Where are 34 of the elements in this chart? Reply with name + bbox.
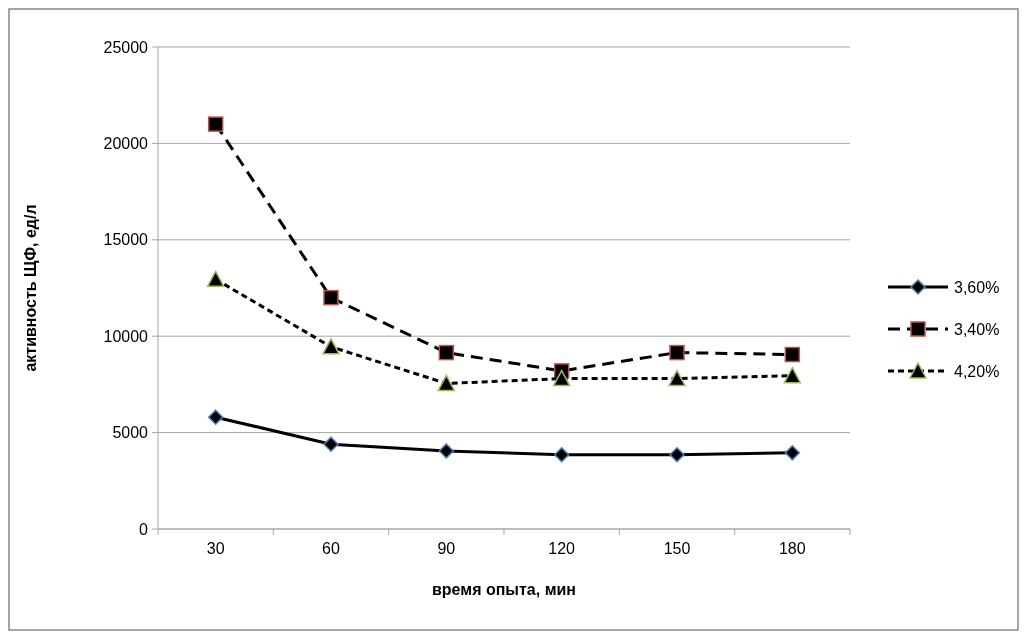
- y-tick-label: 25000: [103, 38, 149, 56]
- x-tick-label: 60: [322, 540, 340, 557]
- y-axis-title: активность ЩФ, ед/л: [22, 204, 39, 372]
- y-tick-label: 5000: [112, 424, 149, 442]
- point: [669, 447, 685, 463]
- x-tick-label: 120: [548, 540, 576, 557]
- point: [669, 344, 685, 361]
- point: [207, 116, 224, 132]
- y-tick-label: 15000: [103, 231, 149, 249]
- point: [552, 369, 571, 387]
- point: [784, 346, 801, 363]
- y-tick-label: 10000: [103, 327, 149, 345]
- point: [783, 366, 802, 384]
- x-tick-label: 90: [437, 540, 456, 557]
- point: [784, 445, 801, 461]
- x-tick-label: 150: [663, 540, 691, 557]
- point: [438, 344, 455, 361]
- legend-label: 3,40%: [954, 320, 1000, 338]
- x-tick-label: 30: [206, 540, 225, 557]
- point: [322, 338, 340, 355]
- y-tick-label: 20000: [103, 135, 149, 152]
- point: [207, 409, 224, 425]
- legend-label: 4,20%: [954, 362, 1000, 380]
- y-tick-label: 0: [139, 520, 149, 538]
- point: [323, 436, 339, 452]
- point: [206, 270, 225, 288]
- legend-label: 3,60%: [954, 278, 1000, 296]
- point: [437, 374, 456, 392]
- point: [668, 369, 686, 387]
- x-axis-title: время опыта, мин: [432, 581, 576, 598]
- point: [553, 447, 570, 463]
- point: [323, 289, 339, 306]
- x-tick-label: 180: [778, 540, 806, 557]
- point: [438, 443, 455, 459]
